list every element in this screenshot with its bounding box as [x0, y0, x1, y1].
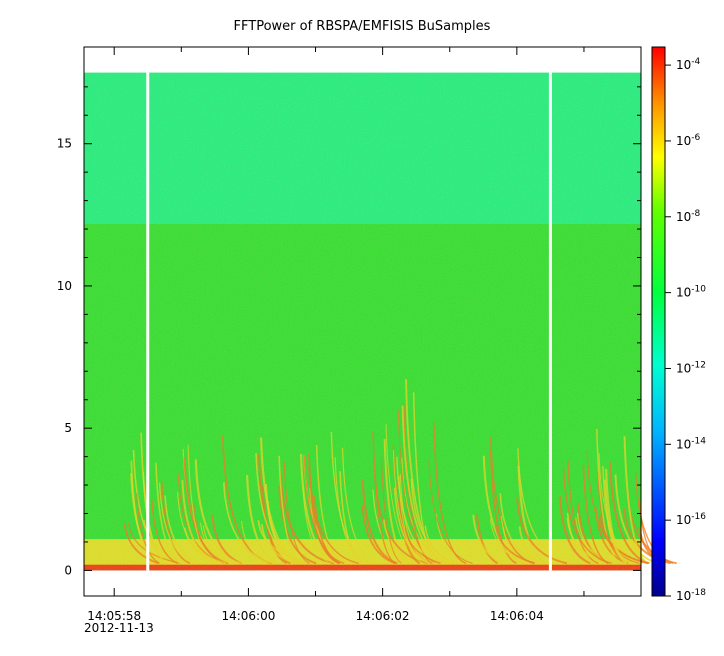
colorbar-tick-label: 10-12: [676, 360, 706, 375]
chart-title: FFTPower of RBSPA/EMFISIS BuSamples: [234, 19, 491, 34]
y-axis: 0 5 10 15: [57, 86, 641, 577]
colorbar-tick-label: 10-14: [676, 436, 706, 451]
colorbar-tick-label: 10-6: [676, 133, 701, 148]
colorbar-tick-label: 10-4: [676, 57, 701, 72]
x-tick-label: 14:06:04: [490, 609, 544, 623]
data-gap: [146, 72, 150, 571]
colorbar-tick-label: 10-16: [676, 512, 706, 527]
colorbar-tick-label: 10-18: [676, 588, 706, 603]
y-tick-label: 10: [57, 279, 72, 293]
plot-frame: [83, 46, 642, 597]
x-tick-label: 14:06:00: [221, 609, 275, 623]
colorbar-axis: 10-4 10-6 10-8 10-10 10-12 10-14 10-16 10-18: [665, 57, 706, 603]
plot-area: [84, 72, 677, 571]
y-tick-label: 5: [64, 421, 72, 435]
y-tick-label: 0: [64, 563, 72, 577]
x-tick-label: 14:06:02: [356, 609, 410, 623]
y-tick-label: 15: [57, 137, 72, 151]
x-tick-label: 14:05:58: [87, 609, 141, 623]
data-gap: [548, 72, 552, 571]
x-axis-date-label: 2012-11-13: [84, 621, 154, 635]
colorbar-tick-label: 10-10: [676, 285, 706, 300]
spectrogram-noise: [84, 72, 641, 571]
colorbar: [651, 46, 666, 597]
x-axis: 14:05:58 14:06:00 14:06:02 14:06:04: [87, 47, 585, 623]
colorbar-tick-label: 10-8: [676, 209, 701, 224]
